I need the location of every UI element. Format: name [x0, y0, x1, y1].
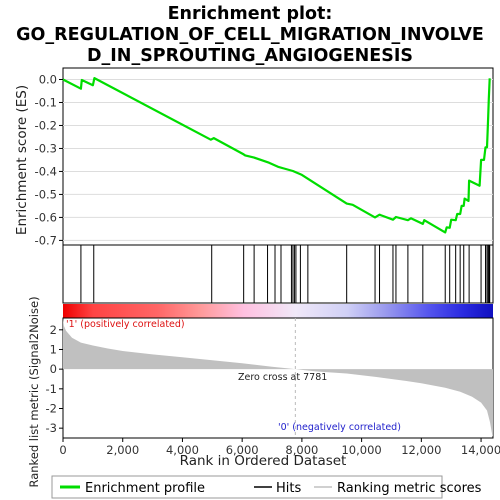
es-tick-label: -0.7: [35, 233, 57, 247]
hits-frame: [62, 244, 494, 304]
negative-correlation-label: '0' (negatively correlated): [278, 422, 401, 433]
legend-label-profile: Enrichment profile: [85, 481, 205, 496]
es-tick-label: -0.1: [35, 95, 57, 109]
metric-tick-label: 1: [50, 342, 57, 356]
legend-label-metric: Ranking metric scores: [337, 481, 482, 496]
y-axis-label-es: Enrichment score (ES): [14, 85, 30, 235]
es-tick-label: 0.0: [39, 72, 57, 86]
x-axis: 0 2,000 4,000 6,000 8,000 10,000 12,000 14,000: [59, 438, 500, 457]
es-panel: 0.0 -0.1 -0.2 -0.3 -0.4 -0.5 -0.6 -0.7: [35, 67, 494, 247]
chart-title-line-2: GO_REGULATION_OF_CELL_MIGRATION_INVOLVE: [16, 25, 484, 45]
positive-correlation-label: '1' (positively correlated): [66, 319, 185, 330]
x-tick-label: 6,000: [226, 443, 259, 457]
metric-tick-label: 0: [50, 362, 57, 376]
rank-heat-bar: [63, 304, 493, 318]
x-axis-label: Rank in Ordered Dataset: [180, 453, 347, 469]
chart-title-line-1: Enrichment plot:: [168, 4, 333, 24]
metric-panel: 2 1 0 -1 -2 -3: [46, 317, 494, 439]
metric-tick-label: -3: [46, 421, 57, 435]
legend-label-hits: Hits: [276, 481, 301, 496]
x-tick-label: 8,000: [285, 443, 318, 457]
x-tick-label: 12,000: [401, 443, 441, 457]
legend: Enrichment profile Hits Ranking metric s…: [51, 475, 482, 499]
es-tick-label: -0.3: [35, 141, 57, 155]
x-tick-label: 14,000: [461, 443, 500, 457]
y-axis-label-metric: Ranked list metric (Signal2Noise): [27, 296, 41, 487]
es-tick-label: -0.2: [35, 118, 57, 132]
zero-cross-label: Zero cross at 7781: [238, 372, 327, 383]
metric-tick-label: -1: [46, 382, 57, 396]
es-plot-frame: [62, 67, 494, 246]
es-tick-label: -0.5: [35, 187, 57, 201]
x-tick-label: 0: [59, 443, 66, 457]
heat-bar-fill: [63, 304, 493, 318]
x-tick-label: 10,000: [341, 443, 381, 457]
metric-tick-label: 2: [50, 323, 57, 337]
enrichment-profile-line: [62, 76, 491, 234]
metric-tick-label: -2: [46, 401, 57, 415]
es-tick-label: -0.6: [35, 210, 57, 224]
chart-title-line-3: D_IN_SPROUTING_ANGIOGENESIS: [87, 46, 413, 66]
x-tick-label: 4,000: [166, 443, 199, 457]
hits-panel: [62, 244, 494, 304]
es-tick-label: -0.4: [35, 164, 57, 178]
ranking-metric-area: [63, 318, 493, 436]
x-tick-label: 2,000: [106, 443, 139, 457]
